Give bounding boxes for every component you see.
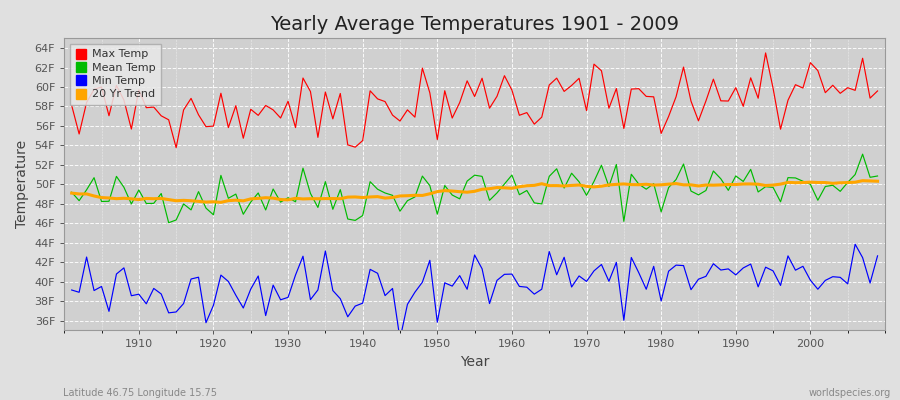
Min Temp <box>67 288 77 292</box>
Min Temp <box>872 254 883 258</box>
Title: Yearly Average Temperatures 1901 - 2009: Yearly Average Temperatures 1901 - 2009 <box>270 15 680 34</box>
Text: Latitude 46.75 Longitude 15.75: Latitude 46.75 Longitude 15.75 <box>63 388 217 398</box>
20 Yr Trend <box>342 195 353 200</box>
20 Yr Trend <box>604 182 615 187</box>
Max Temp <box>872 88 883 93</box>
Max Temp <box>67 103 77 108</box>
Min Temp <box>290 273 301 278</box>
Text: worldspecies.org: worldspecies.org <box>809 388 891 398</box>
Legend: Max Temp, Mean Temp, Min Temp, 20 Yr Trend: Max Temp, Mean Temp, Min Temp, 20 Yr Tre… <box>70 44 161 105</box>
20 Yr Trend <box>126 196 137 201</box>
Mean Temp <box>67 190 77 195</box>
Mean Temp <box>604 184 615 189</box>
Mean Temp <box>872 174 883 178</box>
Mean Temp <box>126 202 137 206</box>
Max Temp <box>604 106 615 111</box>
20 Yr Trend <box>872 179 883 184</box>
20 Yr Trend <box>67 191 77 196</box>
X-axis label: Year: Year <box>460 355 490 369</box>
Min Temp <box>850 242 860 247</box>
Mean Temp <box>298 166 309 170</box>
Line: 20 Yr Trend: 20 Yr Trend <box>72 181 878 202</box>
Max Temp <box>298 76 309 80</box>
Min Temp <box>604 279 615 284</box>
Y-axis label: Temperature: Temperature <box>15 140 29 228</box>
Mean Temp <box>857 152 868 156</box>
Mean Temp <box>507 173 517 178</box>
Min Temp <box>394 337 405 342</box>
20 Yr Trend <box>215 200 226 205</box>
Line: Mean Temp: Mean Temp <box>72 154 878 223</box>
Line: Min Temp: Min Temp <box>72 244 878 339</box>
Max Temp <box>507 88 517 92</box>
Mean Temp <box>163 220 174 225</box>
20 Yr Trend <box>857 178 868 183</box>
Line: Max Temp: Max Temp <box>72 53 878 148</box>
Max Temp <box>514 113 525 118</box>
20 Yr Trend <box>298 196 309 201</box>
Min Temp <box>514 284 525 289</box>
Max Temp <box>342 142 353 147</box>
20 Yr Trend <box>514 184 525 189</box>
Max Temp <box>126 127 137 132</box>
Max Temp <box>171 145 182 150</box>
Max Temp <box>760 50 771 55</box>
Min Temp <box>126 293 137 298</box>
Min Temp <box>507 272 517 276</box>
Min Temp <box>335 296 346 301</box>
Mean Temp <box>342 217 353 222</box>
20 Yr Trend <box>507 186 517 191</box>
Mean Temp <box>514 192 525 197</box>
